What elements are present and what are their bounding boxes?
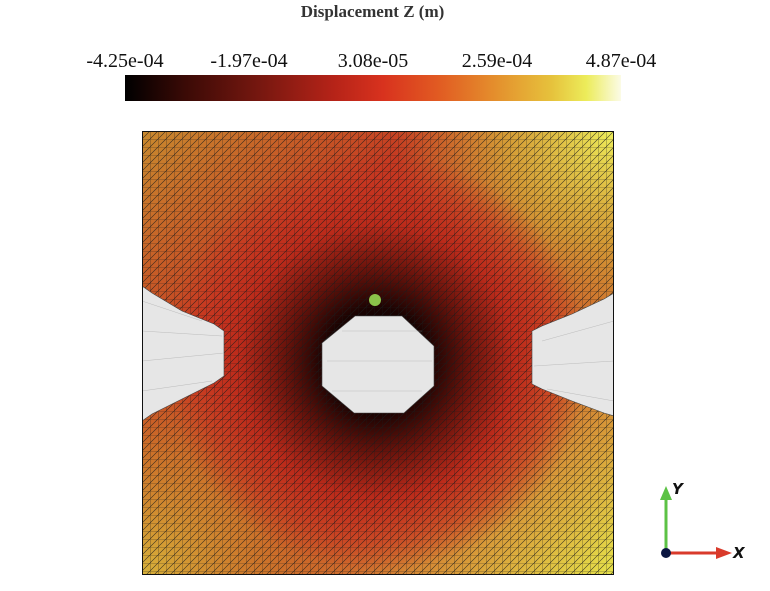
y-axis-label: Y	[672, 480, 685, 498]
colorbar-tick-mid: 3.08e-05	[337, 50, 409, 72]
x-axis-arrowhead	[716, 547, 732, 559]
x-axis-label: X	[732, 544, 746, 562]
hole-shading	[142, 300, 614, 402]
mesh-viewport[interactable]	[142, 131, 614, 575]
probe-point[interactable]	[369, 294, 381, 306]
hole-center	[321, 315, 435, 414]
colorbar-gradient	[125, 75, 621, 101]
mesh-border	[142, 131, 614, 575]
hole-left	[142, 285, 225, 422]
colorbar-tick-min: -4.25e-04	[86, 50, 164, 72]
plot-title: Displacement Z (m)	[300, 2, 445, 21]
colorbar-tick-4: 2.59e-04	[461, 50, 533, 72]
y-axis-arrowhead	[660, 486, 672, 500]
displacement-mesh	[142, 131, 614, 575]
hole-right	[531, 292, 614, 417]
orientation-axes: Y X	[650, 478, 750, 568]
colorbar-tick-2: -1.97e-04	[210, 50, 288, 72]
z-axis-dot	[661, 548, 671, 558]
colorbar-tick-max: 4.87e-04	[585, 50, 657, 72]
